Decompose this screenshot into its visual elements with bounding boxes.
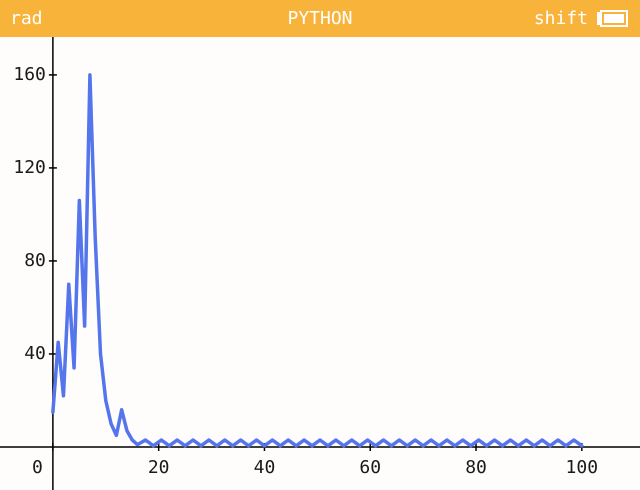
- status-bar: rad PYTHON shift: [0, 0, 640, 37]
- x-tick-label: 0: [32, 457, 43, 478]
- data-line: [51, 73, 584, 448]
- y-tick-label: 160: [13, 64, 46, 85]
- status-bar-background: [0, 0, 640, 37]
- app-title: PYTHON: [287, 8, 352, 29]
- y-tick-label: 40: [24, 343, 46, 364]
- x-tick-label: 20: [148, 457, 170, 478]
- y-tick-label: 120: [13, 157, 46, 178]
- shift-indicator: shift: [534, 8, 588, 29]
- x-tick-label: 40: [254, 457, 276, 478]
- x-tick-label: 60: [359, 457, 381, 478]
- angle-mode: rad: [10, 8, 43, 29]
- x-tick-label: 80: [465, 457, 487, 478]
- battery-icon: [597, 10, 628, 27]
- y-tick-label: 80: [24, 250, 46, 271]
- plot: 0 20 40 60 80 100 40 80 120 160: [0, 37, 640, 490]
- x-tick-label: 100: [566, 457, 599, 478]
